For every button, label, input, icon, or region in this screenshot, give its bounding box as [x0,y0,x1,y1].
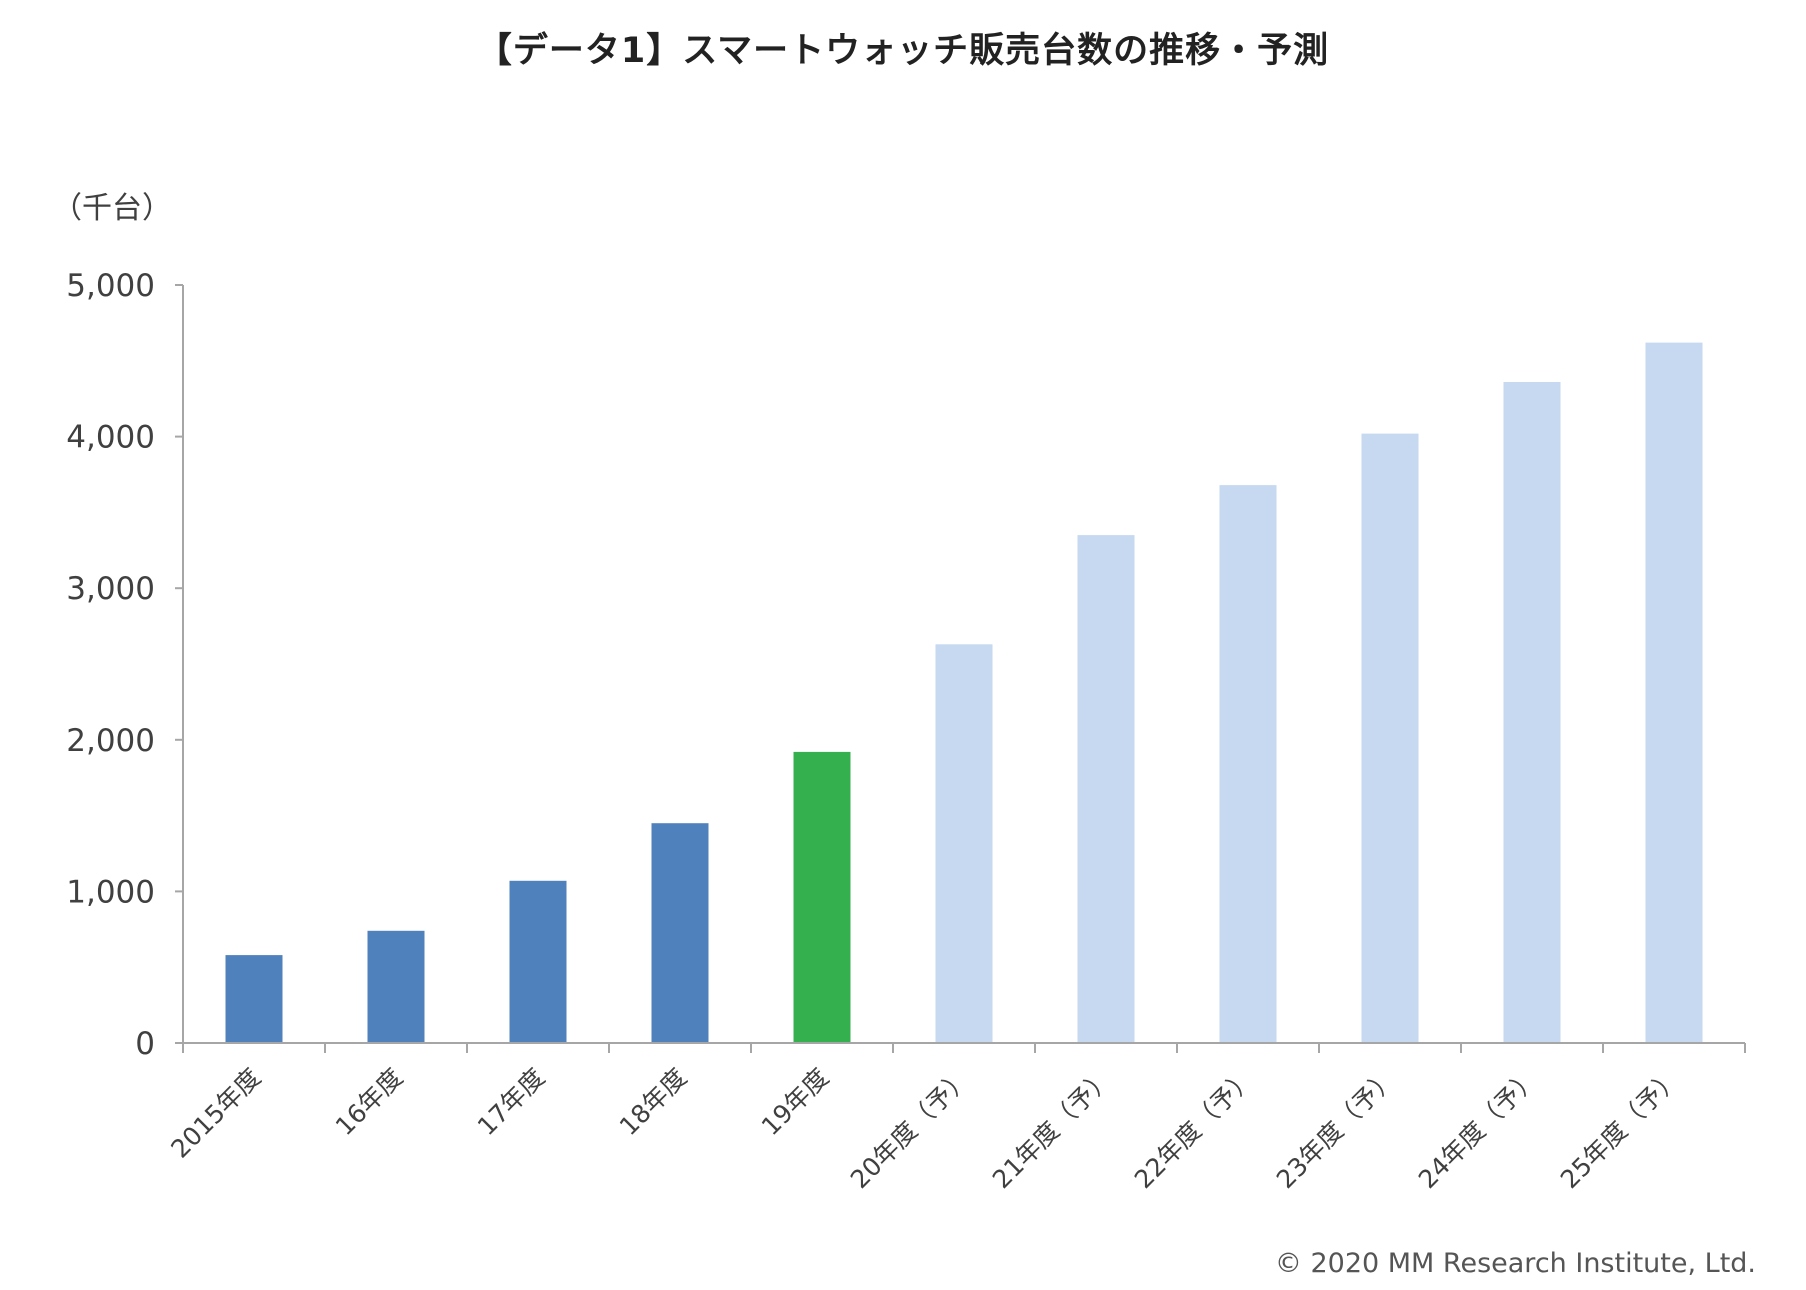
x-tick-label: 18年度 [614,1063,692,1141]
bar-4 [793,751,851,1043]
y-tick-label: 1,000 [66,874,155,910]
x-tick-label: 20年度（予） [845,1063,976,1194]
x-tick-label: 23年度（予） [1271,1063,1402,1194]
bar-1 [367,930,425,1043]
y-axis-unit-label: （千台） [52,191,172,226]
bar-8 [1361,433,1419,1044]
x-tick-label: 17年度 [472,1063,550,1141]
x-tick-label: 19年度 [756,1063,834,1141]
y-tick-labels: 0 1,000 2,000 3,000 4,000 5,000 [66,268,155,1062]
y-tick-label: 5,000 [66,268,155,304]
bar-10 [1645,342,1703,1044]
x-tick-label: 22年度（予） [1129,1063,1260,1194]
bar-6 [1077,535,1135,1043]
bar-2 [509,880,567,1043]
axes-layer [175,284,1746,1053]
x-tick-label: 16年度 [330,1063,408,1141]
x-tick-label: 25年度（予） [1555,1063,1686,1194]
bar-5 [935,644,993,1043]
bar-0 [225,955,283,1043]
chart-title: 【データ1】スマートウォッチ販売台数の推移・予測 [476,31,1330,71]
bar-3 [651,823,709,1043]
y-tick-label: 4,000 [66,420,155,456]
x-tick-label: 21年度（予） [987,1063,1118,1194]
x-tick-label: 2015年度 [165,1063,266,1164]
bars-layer [225,342,1703,1044]
y-tick-label: 0 [135,1026,155,1062]
x-tick-labels: 2015年度 16年度 17年度 18年度 19年度 20年度（予） 21年度（予） 22年度… [165,1063,1686,1194]
x-tick-label: 24年度（予） [1413,1063,1544,1194]
copyright-text: © 2020 MM Research Institute, Ltd. [1274,1248,1756,1279]
y-tick-label: 3,000 [66,571,155,607]
bar-9 [1503,382,1561,1043]
y-tick-label: 2,000 [66,723,155,759]
bar-7 [1219,485,1277,1044]
